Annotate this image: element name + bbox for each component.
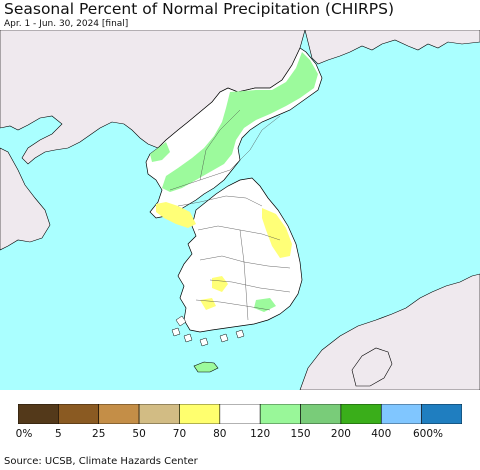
nk-wet-west: [150, 142, 170, 162]
precipitation-map: [0, 30, 480, 390]
legend-tick-label: 0%: [15, 428, 33, 440]
legend-tick-label: 120: [250, 428, 271, 440]
legend-bin-10: [421, 404, 462, 424]
map-title: Seasonal Percent of Normal Precipitation…: [4, 0, 395, 18]
legend-bin-8: [340, 404, 382, 424]
legend-bin-1: [58, 404, 100, 424]
nk-wet-region: [162, 52, 318, 192]
legend-tick-label: 150: [290, 428, 311, 440]
map-subtitle: Apr. 1 - Jun. 30, 2024 [final]: [4, 19, 129, 29]
legend-tick-label: 25: [92, 428, 106, 440]
legend-tick-label: 400: [371, 428, 392, 440]
legend-bin-6: [259, 404, 301, 424]
sk-dry-south: [200, 298, 216, 310]
legend-tick-label: 200: [330, 428, 351, 440]
legend-bin-3: [138, 404, 180, 424]
land-china-west: [0, 147, 51, 251]
legend-bin-2: [98, 404, 140, 424]
legend-colorbar: [18, 404, 462, 424]
source-credit: Source: UCSB, Climate Hazards Center: [4, 456, 198, 467]
province-borders: [169, 109, 291, 321]
sk-dry-east: [262, 208, 292, 258]
sk-wet-south: [254, 298, 276, 312]
legend-tick-label: 80: [213, 428, 227, 440]
legend-bin-7: [300, 404, 342, 424]
southwest-islands: [171, 315, 245, 347]
legend-bin-4: [179, 404, 221, 424]
legend-bin-5: [219, 404, 261, 424]
legend-tick-label: 50: [132, 428, 146, 440]
land-japan: [299, 273, 480, 390]
sk-dry-west: [156, 202, 196, 228]
legend-bin-0: [18, 404, 59, 424]
jeju-island: [193, 361, 219, 373]
land-russia: [304, 30, 480, 65]
legend-tick-label: 5: [55, 428, 62, 440]
legend-tick-label: 600%: [412, 428, 444, 440]
legend-bin-9: [380, 404, 422, 424]
sk-dry-central: [212, 276, 228, 292]
land-japan-island: [351, 347, 393, 387]
legend-tick-label: 70: [172, 428, 187, 440]
